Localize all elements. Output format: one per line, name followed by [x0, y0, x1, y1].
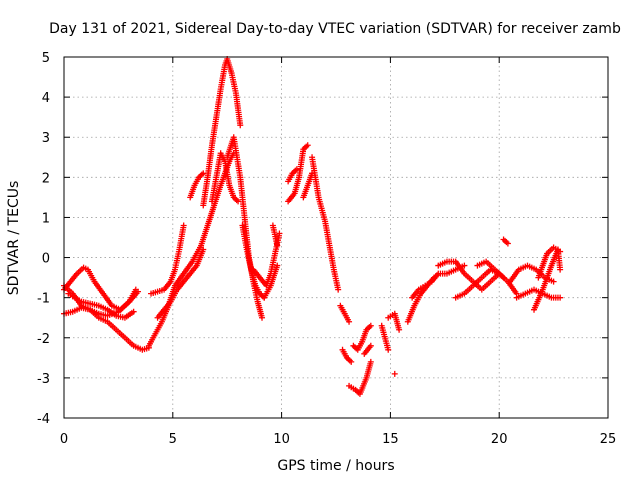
data-point: [259, 314, 266, 321]
data-point: [461, 262, 468, 269]
series-arc-28: [404, 274, 437, 325]
data-point: [557, 294, 564, 301]
series-arc-32: [474, 258, 507, 281]
data-point: [130, 308, 137, 315]
data-point: [134, 288, 141, 295]
data-point: [335, 286, 342, 293]
series-arc-7: [154, 246, 207, 321]
data-point: [304, 142, 311, 149]
data-point: [367, 322, 374, 329]
y-tick-label: 4: [42, 91, 50, 106]
data-point: [180, 222, 187, 229]
series-arc-6: [148, 222, 187, 297]
data-point: [557, 248, 564, 255]
y-tick-label: -1: [37, 292, 50, 307]
series-arc-21: [339, 346, 355, 365]
y-axis-label: SDTVAR / TECUs: [6, 181, 22, 296]
series-arc-20: [337, 302, 353, 325]
x-tick-label: 10: [273, 432, 290, 447]
x-axis-label: GPS time / hours: [277, 458, 394, 474]
y-axis-tick-labels: -4 -3 -2 -1 0 1 2 3 4 5: [37, 51, 50, 427]
series-arc-31: [452, 266, 520, 301]
series-arc-9: [200, 56, 244, 209]
series-arc-12: [239, 222, 268, 301]
series-arc-19: [309, 154, 342, 293]
data-point: [274, 262, 281, 269]
y-tick-label: -2: [37, 332, 50, 347]
series-arc-26: [385, 310, 403, 333]
x-tick-label: 25: [600, 432, 617, 447]
series-arc-33: [500, 236, 511, 247]
series-arc-15: [269, 222, 281, 249]
data-points: [61, 56, 564, 397]
data-point: [276, 230, 283, 237]
data-point: [274, 242, 281, 249]
data-point: [391, 370, 398, 377]
series-arc-37: [535, 244, 564, 281]
data-point: [237, 122, 244, 129]
y-tick-label: 2: [42, 171, 50, 186]
y-tick-label: 1: [42, 211, 50, 226]
series-arc-30: [435, 258, 503, 293]
x-tick-label: 15: [382, 432, 399, 447]
series-arc-22: [346, 358, 374, 397]
series-arc-25: [378, 322, 392, 353]
axis-ticks: [63, 56, 609, 419]
x-axis-tick-labels: 0 5 10 15 20 25: [60, 432, 616, 447]
data-point: [557, 266, 564, 273]
series-arc-14: [261, 262, 281, 301]
series-arc-36: [531, 246, 564, 313]
series-arc-24: [361, 342, 374, 357]
series-arc-10: [208, 150, 242, 205]
y-tick-label: 0: [42, 252, 50, 267]
data-point: [396, 326, 403, 333]
data-point: [504, 240, 511, 247]
plot-frame: [63, 56, 609, 419]
data-point: [550, 278, 557, 285]
x-tick-label: 0: [60, 432, 68, 447]
series-arc-23: [350, 322, 374, 353]
x-tick-label: 20: [491, 432, 508, 447]
series-arc-4: [65, 290, 137, 321]
data-point: [367, 358, 374, 365]
series-arc-3: [61, 288, 141, 319]
data-point: [385, 346, 392, 353]
data-point: [500, 274, 507, 281]
series-arc-35: [513, 286, 564, 301]
series-arc-17: [285, 142, 311, 205]
series-arc-16: [285, 166, 300, 185]
y-tick-label: 5: [42, 51, 50, 66]
y-tick-label: -4: [37, 412, 50, 427]
chart-title: Day 131 of 2021, Sidereal Day-to-day VTE…: [49, 21, 621, 37]
data-point: [367, 342, 374, 349]
series-arc-8: [187, 170, 207, 201]
series-arc-27: [391, 370, 398, 377]
grid-lines: [64, 57, 608, 418]
y-tick-label: -3: [37, 372, 50, 387]
y-tick-label: 3: [42, 131, 50, 146]
data-point: [200, 246, 207, 253]
x-tick-label: 5: [169, 432, 177, 447]
data-point: [346, 318, 353, 325]
data-point: [348, 358, 355, 365]
